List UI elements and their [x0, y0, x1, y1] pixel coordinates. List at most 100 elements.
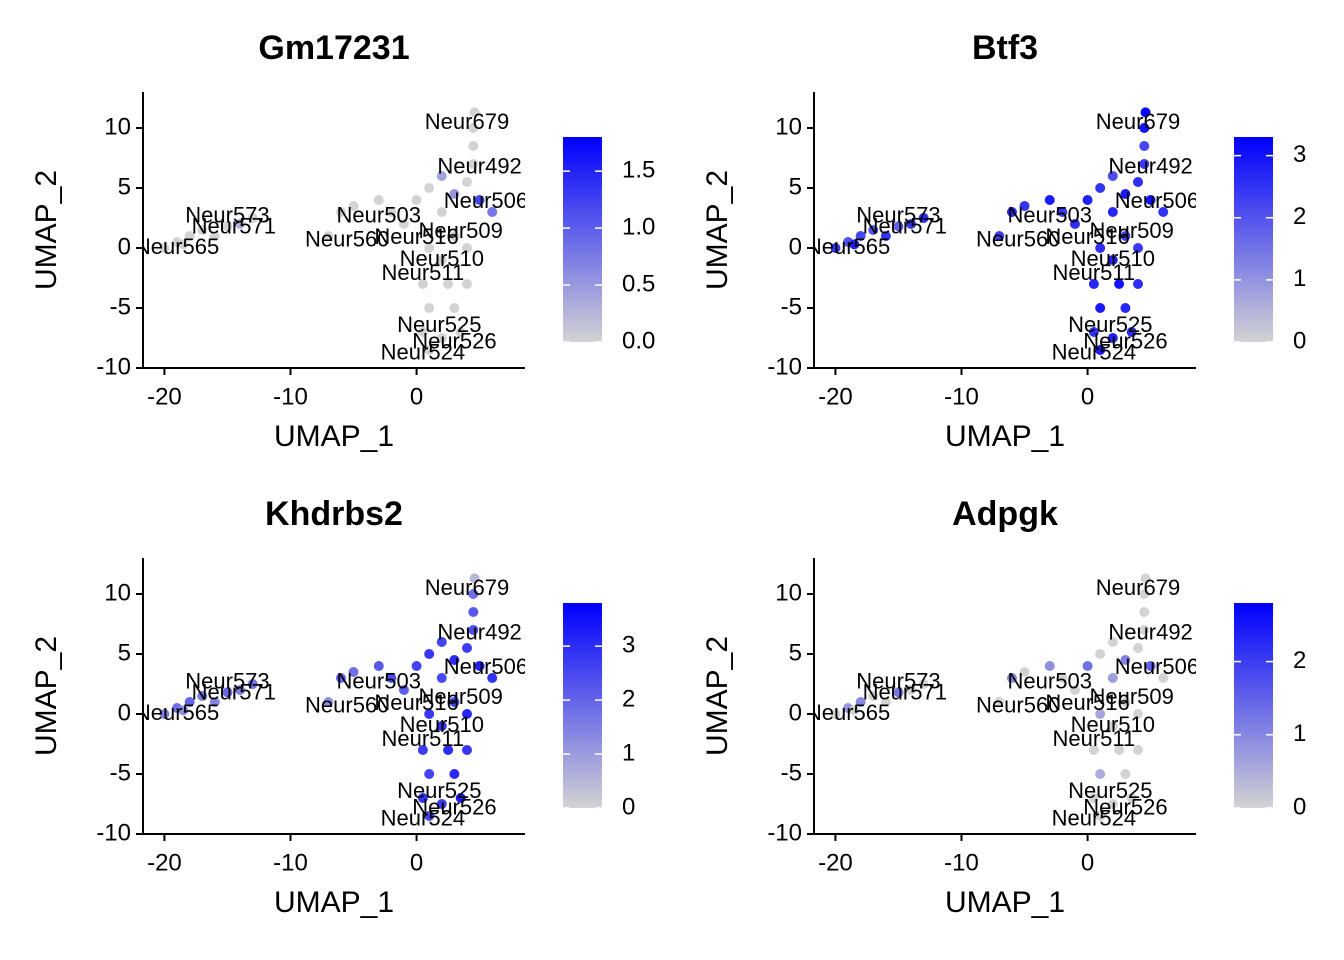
colorbar-label: 2	[1293, 647, 1306, 674]
cell-point	[386, 207, 397, 217]
cluster-label: Neur565	[806, 700, 890, 725]
cell-point	[1126, 327, 1137, 337]
colorbar	[1234, 603, 1273, 808]
y-tick-label: 5	[118, 173, 131, 200]
cell-point	[1095, 303, 1106, 313]
cluster-label: Neur526	[1083, 329, 1167, 354]
cluster-label: Neur492	[437, 153, 521, 178]
x-tick-label: -10	[273, 383, 308, 410]
cell-point	[1006, 673, 1017, 683]
colorbar-label: 1	[1293, 265, 1306, 292]
cluster-label: Neur560	[976, 227, 1060, 252]
cluster-label: Neur509	[419, 684, 503, 709]
cell-point	[348, 667, 359, 677]
x-tick-label: 0	[410, 849, 423, 876]
cluster-label: Neur560	[976, 693, 1060, 718]
cell-point	[1133, 745, 1144, 755]
cell-point	[449, 697, 460, 707]
cell-point	[1095, 243, 1106, 253]
cell-point	[1139, 607, 1150, 617]
cell-point	[1139, 159, 1150, 169]
cluster-label: Neur525	[1068, 778, 1152, 803]
colorbar-label: 2	[622, 685, 635, 712]
cell-point	[918, 679, 929, 689]
cell-point	[1133, 243, 1144, 253]
cell-point	[1145, 195, 1156, 205]
colorbar-label: 1.5	[622, 157, 655, 184]
cell-point	[1107, 333, 1118, 343]
y-tick-label: 0	[118, 233, 131, 260]
cluster-label: Neur511	[381, 726, 464, 751]
y-tick-label: 5	[789, 173, 802, 200]
colorbar-label: 0.5	[622, 270, 655, 297]
cluster-label: Neur565	[135, 234, 219, 259]
cell-point	[1044, 661, 1055, 671]
colorbar	[563, 137, 602, 342]
colorbar-label: 0.0	[622, 327, 655, 354]
cell-point	[1095, 183, 1106, 193]
y-tick-label: 10	[775, 113, 802, 140]
cluster-label: Neur510	[1071, 246, 1155, 271]
y-tick-label: 5	[118, 639, 131, 666]
cell-point	[222, 221, 233, 232]
y-axis-label: UMAP_2	[30, 170, 63, 290]
cell-point	[1133, 709, 1144, 719]
cell-point	[424, 183, 435, 193]
cluster-label: Neur525	[397, 312, 481, 337]
cluster-label: Neur492	[1108, 619, 1192, 644]
cell-point	[468, 123, 479, 133]
cell-point	[443, 279, 454, 289]
cell-point	[197, 691, 208, 701]
cell-point	[1120, 303, 1131, 313]
x-tick-label: -10	[944, 849, 979, 876]
cell-point	[436, 799, 447, 809]
cell-point	[436, 171, 447, 181]
cell-point	[424, 649, 435, 659]
cell-point	[1114, 279, 1125, 289]
y-tick-label: -5	[781, 293, 802, 320]
y-tick-label: -10	[96, 819, 131, 846]
x-tick-label: -10	[273, 849, 308, 876]
x-tick-label: 0	[1081, 849, 1094, 876]
cluster-label: Neur511	[381, 260, 464, 285]
cell-point	[1057, 207, 1068, 217]
cell-point	[1088, 279, 1099, 289]
chart-title: Btf3	[972, 29, 1038, 67]
chart-title: Gm17231	[258, 29, 409, 67]
cell-point	[1107, 171, 1118, 181]
y-tick-label: 10	[104, 579, 131, 606]
y-tick-label: 10	[104, 113, 131, 140]
cell-point	[159, 709, 170, 719]
cell-point	[855, 231, 866, 241]
cell-point	[1120, 655, 1131, 665]
cluster-label: Neur509	[1090, 684, 1174, 709]
cell-point	[209, 697, 220, 707]
cell-point	[1057, 673, 1068, 683]
cluster-label: Neur511	[1052, 726, 1135, 751]
cell-point	[1139, 141, 1150, 151]
cell-point	[1082, 195, 1093, 205]
cell-point	[436, 333, 447, 343]
cell-point	[830, 709, 841, 719]
cell-point	[1158, 673, 1169, 683]
cluster-label: Neur571	[192, 213, 276, 238]
cell-point	[335, 207, 346, 217]
cell-point	[1107, 799, 1118, 809]
cell-point	[1019, 667, 1030, 677]
cell-point	[436, 721, 447, 731]
cell-point	[469, 107, 480, 118]
cell-point	[1114, 745, 1125, 755]
cluster-label: Neur571	[192, 679, 276, 704]
cluster-label: Neur492	[1108, 153, 1192, 178]
cluster-label: Neur679	[1096, 109, 1180, 134]
cell-point	[449, 231, 460, 241]
cell-point	[1095, 345, 1106, 355]
cell-point	[469, 573, 480, 584]
cell-point	[1158, 207, 1169, 217]
cell-point	[1044, 195, 1055, 205]
cell-point	[373, 195, 384, 205]
cluster-label: Neur560	[305, 227, 389, 252]
cluster-label: Neur573	[856, 669, 940, 694]
